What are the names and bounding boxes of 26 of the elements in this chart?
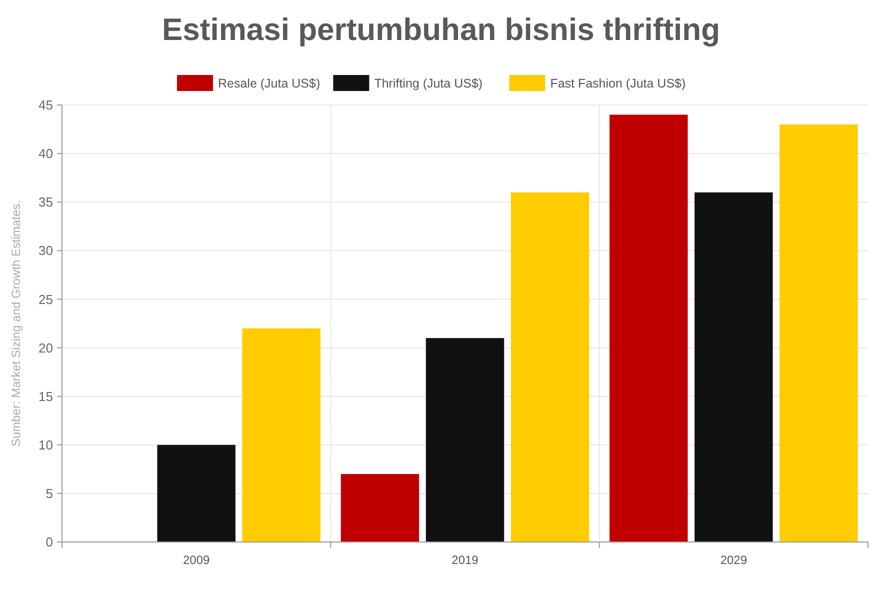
chart-title: Estimasi pertumbuhan bisnis thrifting xyxy=(162,12,720,47)
legend-label: Fast Fashion (Juta US$) xyxy=(550,76,686,90)
y-tick-label: 15 xyxy=(38,388,53,404)
bar xyxy=(426,338,504,542)
y-tick-label: 30 xyxy=(38,243,53,258)
x-tick-label: 2009 xyxy=(182,553,210,567)
bar xyxy=(780,124,858,542)
bar xyxy=(694,192,773,542)
bar xyxy=(242,328,320,542)
legend-label: Thrifting (Juta US$) xyxy=(374,76,483,90)
bar xyxy=(510,192,590,542)
y-tick-label: 45 xyxy=(38,98,53,113)
bar xyxy=(340,474,420,542)
bar xyxy=(157,444,236,542)
y-tick-label: 0 xyxy=(46,534,53,550)
y-tick-label: 10 xyxy=(38,437,53,452)
y-tick-label: 25 xyxy=(38,292,53,307)
text: Sumber: Market Sizing and Growth Estimates. xyxy=(9,200,23,447)
y-tick-label: 5 xyxy=(46,486,53,501)
bar xyxy=(610,114,688,542)
x-tick-label: 2029 xyxy=(720,553,748,567)
y-tick-label: 40 xyxy=(38,146,53,162)
legend-label: Resale (Juta US$) xyxy=(218,76,320,90)
y-tick-label: 35 xyxy=(38,194,53,210)
y-tick-label: 20 xyxy=(38,340,53,356)
x-tick-label: 2019 xyxy=(452,553,479,567)
